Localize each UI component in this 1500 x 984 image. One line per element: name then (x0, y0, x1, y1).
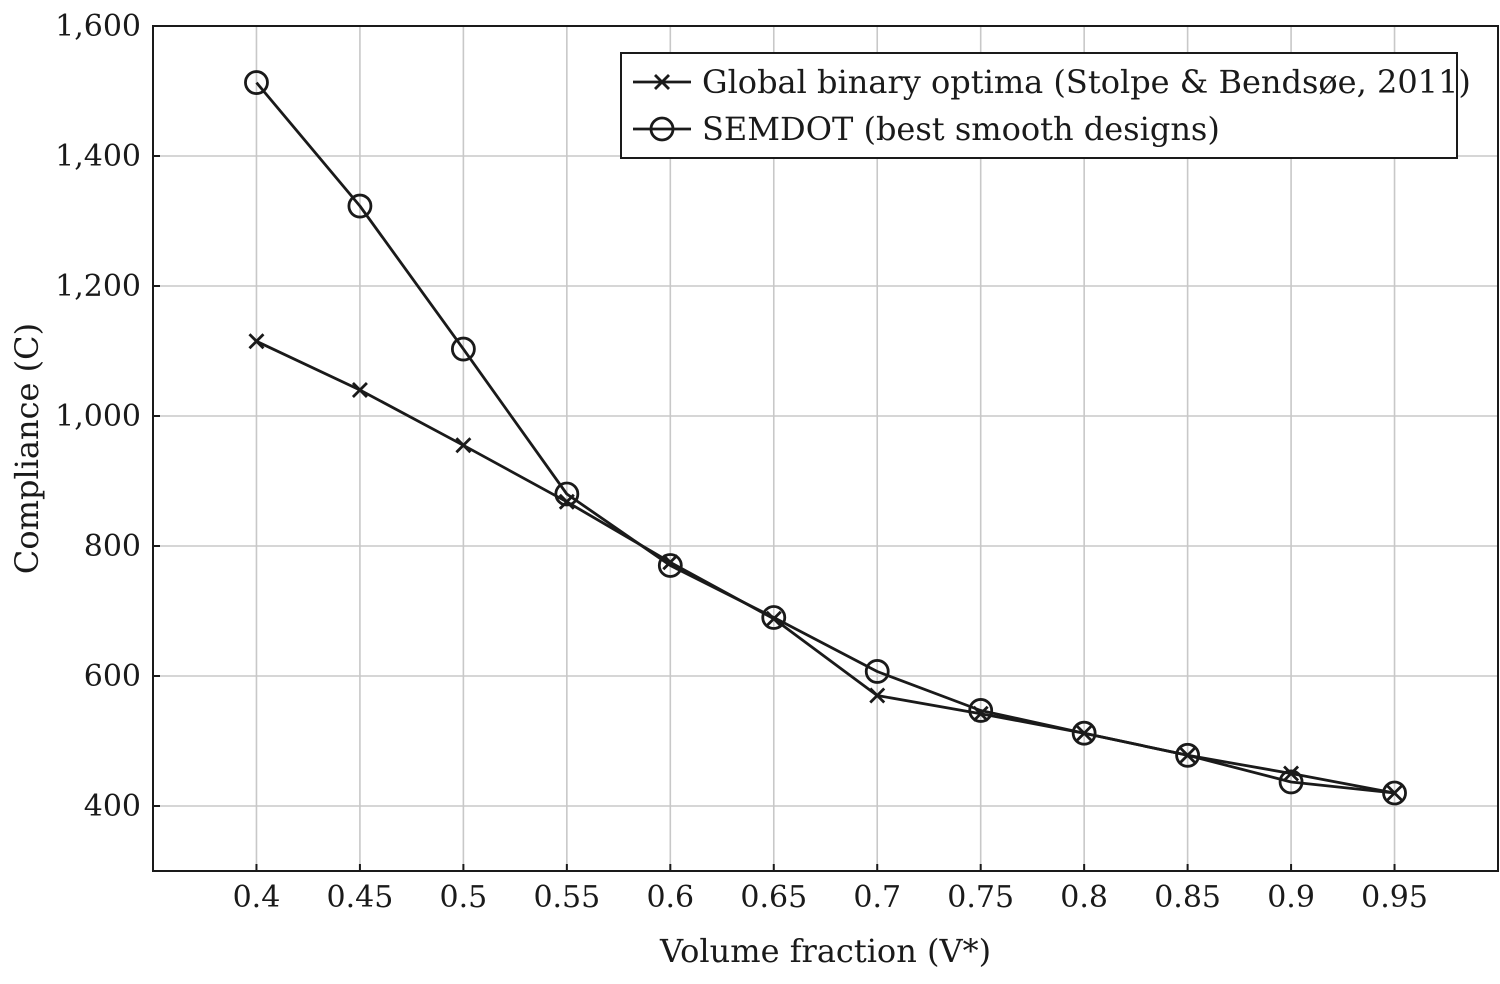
x-tick-label: 0.85 (1154, 880, 1221, 915)
plot-frame (152, 25, 1499, 872)
series-line (255, 81, 1395, 795)
legend-label: SEMDOT (best smooth designs) (702, 110, 1220, 148)
x-data-point (869, 687, 886, 704)
x-data-point (248, 333, 265, 350)
x-tick-label: 0.55 (533, 880, 600, 915)
series-semdot (244, 70, 1407, 806)
x-tick-label: 0.5 (440, 880, 488, 915)
x-data-point (1386, 785, 1403, 801)
legend: Global binary optima (Stolpe & Bendsøe, … (620, 52, 1471, 159)
x-tick-label: 0.75 (947, 880, 1014, 915)
x-tick-label: 0.65 (740, 880, 807, 915)
circle-data-point (347, 193, 373, 219)
legend-label: Global binary optima (Stolpe & Bendsøe, … (702, 63, 1471, 101)
circle-data-point (761, 605, 787, 630)
y-tick-label: 400 (84, 789, 141, 824)
legend-circle-marker (649, 116, 675, 142)
x-tick-label: 0.9 (1267, 880, 1315, 915)
circle-data-point (244, 70, 269, 95)
circle-data-point (657, 553, 683, 578)
x-data-point (455, 437, 472, 454)
y-tick-label: 1,600 (55, 9, 141, 44)
y-tick-label: 1,400 (55, 139, 141, 174)
y-axis-title: Compliance (C) (8, 323, 46, 574)
y-tick-label: 1,000 (55, 399, 141, 434)
x-data-point (351, 382, 368, 398)
x-axis-ticks: 0.4 0.45 0.5 0.55 0.6 0.65 0.7 0.75 0.8 0.85 0.9 0.… (233, 864, 1428, 915)
circle-data-point (1278, 769, 1304, 795)
circle-data-point (968, 698, 994, 723)
series-line (255, 340, 1395, 795)
x-tick-label: 0.95 (1361, 880, 1428, 915)
circle-data-point (1175, 742, 1201, 768)
legend-entry: SEMDOT (best smooth designs) (633, 110, 1220, 148)
x-tick-label: 0.7 (853, 880, 901, 915)
x-tick-label: 0.4 (233, 880, 281, 915)
legend-entry: Global binary optima (Stolpe & Bendsøe, … (633, 63, 1471, 101)
x-tick-label: 0.8 (1060, 880, 1108, 915)
legend-x-marker (654, 74, 670, 90)
x-data-point (1283, 765, 1300, 782)
y-axis-ticks: 400 600 800 1,000 1,200 1,400 1,600 (55, 9, 160, 824)
circle-data-point (1071, 720, 1097, 746)
circle-data-point (1382, 780, 1407, 806)
y-tick-label: 600 (84, 659, 141, 694)
y-tick-label: 1,200 (55, 269, 141, 304)
legend-box (620, 52, 1458, 159)
y-tick-label: 800 (84, 529, 141, 564)
x-tick-label: 0.45 (327, 880, 394, 915)
circle-data-point (864, 659, 890, 684)
circle-data-point (554, 481, 580, 507)
x-tick-label: 0.6 (646, 880, 694, 915)
x-axis-title: Volume fraction (V*) (659, 932, 991, 970)
series-global-binary-optima (248, 333, 1403, 801)
circle-data-point (450, 336, 476, 362)
series-group (244, 70, 1407, 806)
